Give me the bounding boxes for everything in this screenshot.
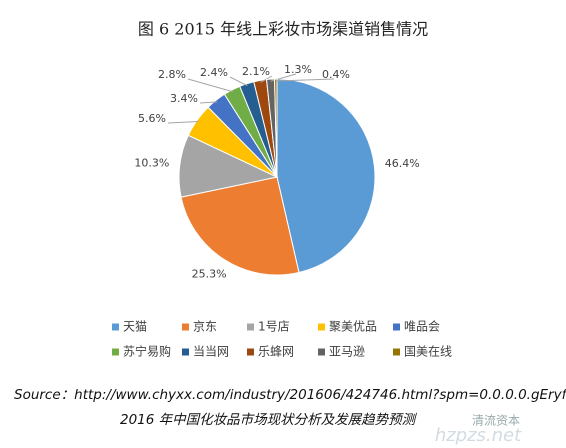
legend-swatch: [247, 323, 254, 331]
legend-swatch: [393, 323, 400, 331]
legend-swatch: [318, 323, 325, 331]
leader-line: [167, 121, 199, 124]
chart-title: 图 6 2015 年线上彩妆市场渠道销售情况: [138, 20, 428, 39]
pie-slice: [274, 78, 278, 178]
watermark: 清流资本: [472, 414, 520, 428]
data-label: 2.1%: [242, 65, 270, 78]
legend-label: 国美在线: [404, 345, 452, 359]
data-label: 0.4%: [322, 68, 350, 81]
site-watermark: hzpzs.net: [435, 425, 522, 446]
data-label: 25.3%: [192, 268, 227, 281]
legend-label: 聚美优品: [329, 320, 377, 334]
legend-label: 1号店: [258, 320, 290, 334]
pie-slice: [276, 78, 376, 274]
legend-label: 唯品会: [404, 320, 440, 334]
leader-line: [199, 101, 218, 104]
legend-label: 乐蜂网: [258, 345, 294, 359]
legend-swatch: [112, 348, 119, 356]
legend-swatch: [182, 323, 189, 331]
legend-label: 苏宁易购: [123, 344, 171, 359]
leader-line: [275, 78, 335, 82]
data-label: 5.6%: [138, 112, 166, 125]
legend-swatch: [393, 348, 400, 356]
data-label: 2.8%: [158, 68, 186, 81]
legend-swatch: [112, 323, 119, 331]
legend-label: 当当网: [193, 345, 229, 359]
legend-swatch: [247, 348, 254, 356]
legend-label: 亚马逊: [329, 345, 365, 359]
data-label: 2.4%: [200, 66, 228, 79]
data-label: 1.3%: [284, 63, 312, 76]
legend-swatch: [318, 348, 325, 356]
leader-line: [187, 78, 234, 93]
caption: 2016 年中国化妆品市场现状分析及发展趋势预测: [120, 412, 418, 428]
data-label: 3.4%: [170, 92, 198, 105]
data-label: 46.4%: [385, 157, 420, 170]
pie-slice: [180, 176, 300, 276]
data-label: 10.3%: [134, 157, 169, 170]
legend-label: 天猫: [123, 320, 147, 334]
leader-line: [229, 76, 248, 87]
legend-label: 京东: [193, 320, 217, 334]
legend-swatch: [182, 348, 189, 356]
source: Source：http://www.chyxx.com/industry/201…: [14, 387, 566, 403]
